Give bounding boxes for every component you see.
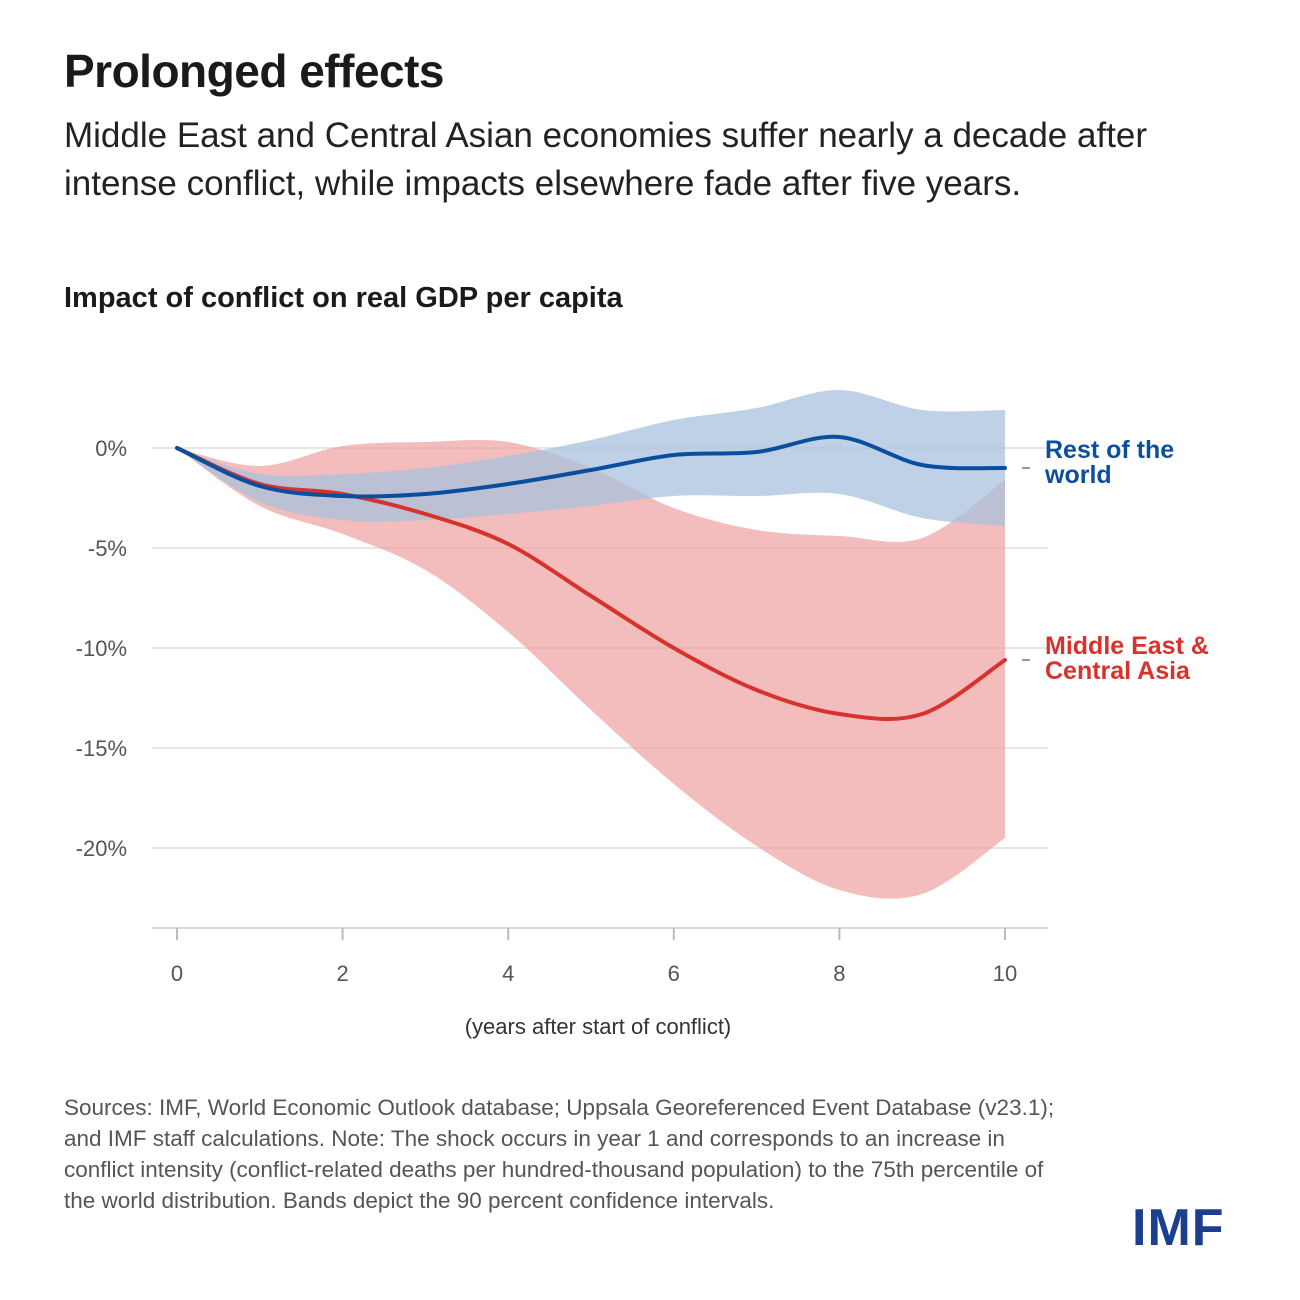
x-tick-label: 8	[833, 961, 845, 986]
line-chart: 0% -5% -10% -15% -20% 0 2 4 6 8 10 (years after sta…	[76, 389, 1209, 1039]
x-axis-label: (years after start of conflict)	[465, 1014, 732, 1039]
y-tick-label: -20%	[76, 836, 127, 861]
confidence-bands	[177, 389, 1005, 899]
x-tick-label: 0	[171, 961, 183, 986]
plot-heading: Impact of conflict on real GDP per capit…	[64, 282, 623, 314]
x-tick-label: 2	[336, 961, 348, 986]
middle-east-label: Middle East & Central Asia	[1045, 632, 1209, 685]
x-tick-label: 10	[993, 961, 1017, 986]
x-tick-label: 6	[668, 961, 680, 986]
chart-title: Prolonged effects	[64, 45, 445, 97]
axes: 0% -5% -10% -15% -20% 0 2 4 6 8 10 (years after sta…	[76, 436, 1048, 1039]
y-tick-label: -10%	[76, 636, 127, 661]
y-tick-label: -5%	[88, 536, 127, 561]
series-labels: Rest of the world Middle East & Central Asi…	[1022, 436, 1209, 685]
middle-east-band	[177, 439, 1005, 899]
sources-note: Sources: IMF, World Economic Outlook dat…	[64, 1095, 1055, 1213]
middle-east-line	[175, 446, 1007, 722]
y-tick-label: -15%	[76, 736, 127, 761]
y-tick-label: 0%	[95, 436, 127, 461]
x-tick-label: 4	[502, 961, 514, 986]
imf-logo: IMF	[1132, 1199, 1225, 1257]
rest-of-world-band	[177, 389, 1005, 526]
rest-of-world-line	[175, 434, 1007, 499]
series-lines	[175, 434, 1007, 722]
chart-subtitle: Middle East and Central Asian economies …	[64, 116, 1148, 203]
rest-of-world-label: Rest of the world	[1044, 436, 1174, 489]
